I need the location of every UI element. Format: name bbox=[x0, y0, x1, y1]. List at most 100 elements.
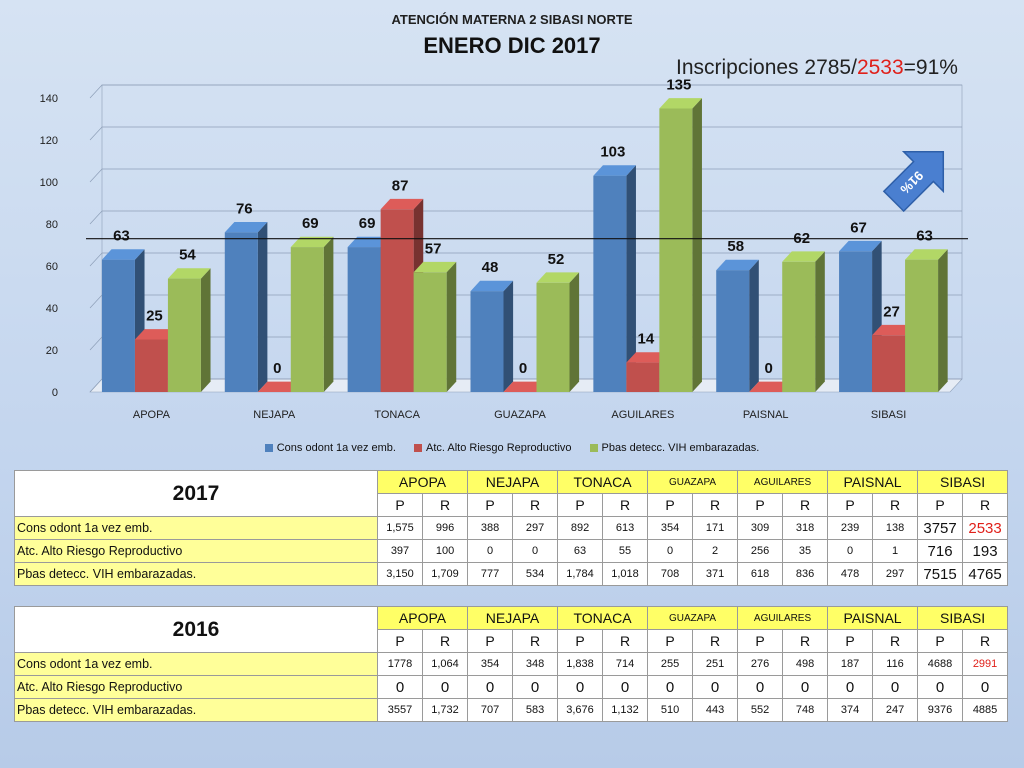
pr-cell: P bbox=[647, 629, 694, 653]
data-cell: 0 bbox=[512, 539, 559, 563]
data-cell: 0 bbox=[467, 539, 514, 563]
data-cell: 1,575 bbox=[377, 516, 423, 540]
pr-cell: R bbox=[602, 493, 649, 517]
bar-top bbox=[101, 249, 145, 260]
data-cell: 1,732 bbox=[421, 698, 469, 722]
bar-top bbox=[134, 329, 178, 340]
muni-guazapa: GUAZAPA bbox=[647, 470, 739, 494]
table-municipality-row: 2017 APOPA NEJAPA TONACA GUAZAPA AGUILAR… bbox=[14, 470, 1009, 517]
bar-top bbox=[503, 381, 547, 392]
y-tick-label: 20 bbox=[46, 345, 58, 357]
bar bbox=[782, 261, 816, 392]
legend-label: Cons odont 1a vez emb. bbox=[276, 442, 396, 454]
muni-guazapa: GUAZAPA bbox=[647, 606, 739, 630]
data-cell: 707 bbox=[467, 698, 514, 722]
pr-cell: R bbox=[692, 629, 739, 653]
bar bbox=[659, 108, 693, 392]
x-tick-label: NEJAPA bbox=[253, 409, 296, 421]
row-label: Atc. Alto Riesgo Reproductivo bbox=[14, 539, 378, 563]
bar-top bbox=[380, 198, 424, 210]
pr-cell: R bbox=[782, 493, 829, 517]
data-cell: 0 bbox=[377, 675, 423, 699]
legend-item-vih: Pbas detecc. VIH embarazadas. bbox=[589, 442, 760, 454]
data-cell: 318 bbox=[782, 516, 829, 540]
bar bbox=[593, 175, 627, 392]
data-cell: 7515 bbox=[917, 562, 964, 586]
muni-tonaca: TONACA bbox=[557, 470, 649, 494]
bar bbox=[626, 362, 660, 392]
data-cell: 443 bbox=[692, 698, 739, 722]
table-year: 2016 bbox=[14, 606, 378, 653]
data-cell: 3757 bbox=[917, 516, 964, 540]
pr-cell: R bbox=[421, 493, 469, 517]
pr-cell: P bbox=[647, 493, 694, 517]
bar-top bbox=[749, 381, 792, 392]
data-cell: 187 bbox=[827, 652, 874, 676]
bar bbox=[413, 272, 447, 392]
table-municipality-row: 2016 APOPA NEJAPA TONACA GUAZAPA AGUILAR… bbox=[14, 606, 1009, 653]
row-label: Pbas detecc. VIH embarazadas. bbox=[14, 698, 378, 722]
arrow-shape bbox=[882, 150, 945, 213]
data-cell: 714 bbox=[602, 652, 649, 676]
data-label: 54 bbox=[179, 247, 196, 264]
pr-cell: P bbox=[917, 493, 964, 517]
data-label: 52 bbox=[548, 251, 565, 268]
bar bbox=[905, 259, 939, 392]
data-cell: 0 bbox=[917, 675, 964, 699]
gridline bbox=[89, 168, 962, 183]
data-cell: 397 bbox=[377, 539, 423, 563]
x-tick-label: APOPA bbox=[133, 409, 171, 421]
pr-cell: P bbox=[917, 629, 964, 653]
chart-subtitle: ATENCIÓN MATERNA 2 SIBASI NORTE bbox=[391, 12, 633, 27]
data-cell: 613 bbox=[602, 516, 649, 540]
percent-arrow-icon: 91% bbox=[882, 150, 945, 213]
pr-cell: P bbox=[827, 493, 874, 517]
data-cell: 297 bbox=[512, 516, 559, 540]
y-tick-label: 80 bbox=[46, 219, 58, 231]
data-cell: 4688 bbox=[917, 652, 964, 676]
pr-cell: P bbox=[377, 493, 423, 517]
data-cell: 63 bbox=[557, 539, 604, 563]
bar-side bbox=[257, 222, 268, 392]
bar-side bbox=[815, 251, 825, 392]
legend-swatch-green bbox=[589, 444, 598, 452]
y-tick-label: 0 bbox=[52, 387, 58, 399]
data-cell: 4765 bbox=[962, 562, 1009, 586]
legend-label: Pbas detecc. VIH embarazadas. bbox=[601, 442, 760, 454]
muni-sibasi: SIBASI bbox=[917, 470, 1009, 494]
inscripciones-red-value: 2533 bbox=[856, 56, 904, 79]
data-cell: 0 bbox=[557, 675, 604, 699]
data-cell: 1,838 bbox=[557, 652, 604, 676]
data-cell: 193 bbox=[962, 539, 1009, 563]
bar-side bbox=[692, 98, 702, 392]
data-cell: 354 bbox=[467, 652, 514, 676]
data-cell: 0 bbox=[827, 539, 874, 563]
data-cell: 748 bbox=[782, 698, 829, 722]
data-label: 67 bbox=[850, 219, 867, 236]
data-cell: 0 bbox=[421, 675, 469, 699]
pr-cell: R bbox=[512, 629, 559, 653]
muni-aguilares: AGUILARES bbox=[737, 470, 829, 494]
muni-apopa: APOPA bbox=[376, 606, 469, 630]
bar-side bbox=[446, 261, 457, 392]
data-label: 69 bbox=[359, 215, 376, 232]
data-cell: 0 bbox=[467, 675, 514, 699]
bar-top bbox=[905, 249, 948, 260]
pr-cell: R bbox=[512, 493, 559, 517]
bar-side bbox=[503, 280, 514, 392]
bar-top bbox=[593, 165, 636, 176]
bar-side bbox=[749, 259, 759, 392]
data-cell: 1,018 bbox=[602, 562, 649, 586]
bar-side bbox=[626, 165, 636, 392]
muni-paisnal: PAISNAL bbox=[827, 606, 919, 630]
data-label: 0 bbox=[273, 360, 281, 377]
gridline bbox=[89, 84, 962, 99]
pr-cell: R bbox=[421, 629, 469, 653]
y-tick-label: 140 bbox=[40, 93, 58, 105]
data-cell: 1778 bbox=[377, 652, 423, 676]
bar bbox=[380, 209, 414, 392]
row-label: Atc. Alto Riesgo Reproductivo bbox=[14, 675, 378, 699]
pr-cell: R bbox=[692, 493, 739, 517]
data-label: 87 bbox=[392, 177, 409, 194]
legend-item-alto-riesgo: Atc. Alto Riesgo Reproductivo bbox=[413, 442, 572, 454]
